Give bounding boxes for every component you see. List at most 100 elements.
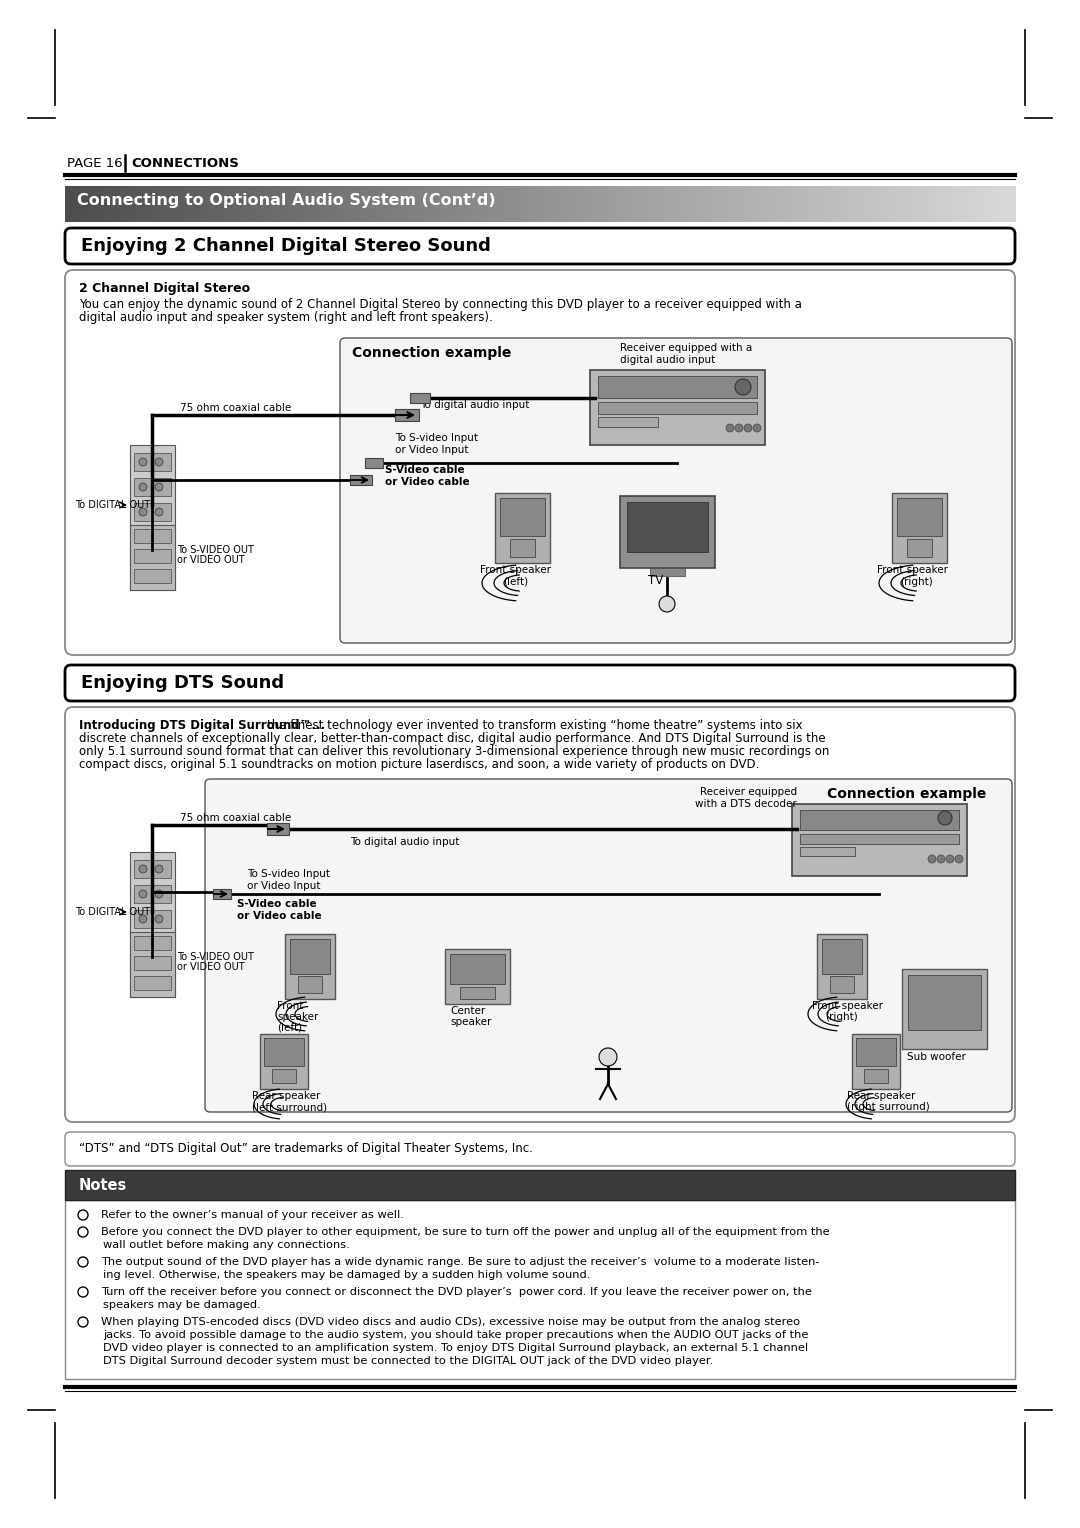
Bar: [906, 186, 912, 222]
Bar: [711, 186, 716, 222]
Bar: [991, 186, 997, 222]
Bar: [156, 186, 161, 222]
FancyBboxPatch shape: [205, 779, 1012, 1112]
Bar: [758, 186, 764, 222]
Bar: [330, 186, 336, 222]
Text: Sub woofer: Sub woofer: [907, 1051, 966, 1062]
Bar: [787, 186, 793, 222]
Bar: [800, 847, 855, 856]
Text: Rear speaker: Rear speaker: [252, 1091, 321, 1102]
Bar: [616, 186, 621, 222]
Text: Front speaker: Front speaker: [877, 565, 948, 575]
Bar: [792, 804, 967, 876]
Bar: [663, 186, 669, 222]
Circle shape: [753, 423, 761, 432]
Bar: [500, 498, 545, 536]
Text: only 5.1 surround sound format that can deliver this revolutionary 3-dimensional: only 5.1 surround sound format that can …: [79, 746, 829, 758]
Bar: [654, 186, 659, 222]
Bar: [627, 503, 708, 552]
Bar: [590, 370, 765, 445]
Bar: [901, 186, 906, 222]
Bar: [346, 186, 351, 222]
Text: S-Video cable: S-Video cable: [384, 465, 464, 475]
Bar: [843, 186, 849, 222]
Bar: [134, 503, 171, 521]
Circle shape: [744, 423, 752, 432]
Bar: [792, 186, 797, 222]
Bar: [944, 186, 949, 222]
Bar: [150, 186, 156, 222]
Bar: [374, 186, 379, 222]
Text: wall outlet before making any connections.: wall outlet before making any connection…: [103, 1241, 350, 1250]
Text: (right surround): (right surround): [847, 1102, 930, 1112]
Bar: [189, 186, 193, 222]
Circle shape: [139, 458, 147, 466]
Bar: [221, 186, 227, 222]
Text: or VIDEO OUT: or VIDEO OUT: [177, 555, 245, 565]
Bar: [502, 186, 508, 222]
Bar: [455, 186, 460, 222]
Bar: [134, 568, 171, 584]
Circle shape: [928, 856, 936, 863]
Bar: [217, 186, 222, 222]
Bar: [1001, 186, 1005, 222]
Bar: [184, 186, 189, 222]
Bar: [825, 186, 831, 222]
Bar: [449, 186, 455, 222]
Bar: [673, 186, 678, 222]
Bar: [829, 186, 835, 222]
Bar: [650, 568, 685, 576]
Text: Front speaker: Front speaker: [480, 565, 551, 575]
Bar: [483, 186, 488, 222]
Text: Receiver equipped with a: Receiver equipped with a: [620, 342, 753, 353]
Bar: [279, 186, 284, 222]
Bar: [103, 186, 108, 222]
Circle shape: [659, 596, 675, 613]
Bar: [141, 186, 146, 222]
Bar: [598, 402, 757, 414]
Text: jacks. To avoid possible damage to the audio system, you should take proper prec: jacks. To avoid possible damage to the a…: [103, 1329, 808, 1340]
Circle shape: [735, 423, 743, 432]
Text: or Video cable: or Video cable: [384, 477, 470, 487]
Text: (right): (right): [900, 578, 933, 587]
Bar: [977, 186, 982, 222]
Bar: [302, 186, 308, 222]
Bar: [134, 549, 171, 562]
Bar: [65, 186, 70, 222]
Bar: [726, 186, 730, 222]
Bar: [706, 186, 712, 222]
Bar: [544, 186, 550, 222]
Bar: [822, 940, 862, 973]
Bar: [134, 529, 171, 542]
Bar: [488, 186, 492, 222]
Bar: [464, 186, 469, 222]
Bar: [750, 186, 754, 222]
Bar: [550, 186, 555, 222]
Text: or Video Input: or Video Input: [395, 445, 469, 455]
Text: Turn off the receiver before you connect or disconnect the DVD player’s  power c: Turn off the receiver before you connect…: [102, 1287, 812, 1297]
Bar: [678, 186, 683, 222]
Bar: [203, 186, 208, 222]
Bar: [744, 186, 750, 222]
Circle shape: [139, 915, 147, 923]
Circle shape: [139, 865, 147, 872]
Bar: [540, 186, 545, 222]
FancyBboxPatch shape: [65, 665, 1015, 701]
Bar: [285, 934, 335, 999]
Bar: [611, 186, 617, 222]
Bar: [435, 186, 441, 222]
Bar: [369, 186, 375, 222]
Bar: [536, 186, 540, 222]
Bar: [687, 186, 692, 222]
Bar: [260, 186, 265, 222]
Bar: [473, 186, 478, 222]
Bar: [645, 186, 650, 222]
Bar: [692, 186, 698, 222]
Bar: [621, 186, 626, 222]
Bar: [291, 940, 330, 973]
Bar: [730, 186, 735, 222]
Text: To digital audio input: To digital audio input: [420, 400, 529, 410]
Text: Notes: Notes: [79, 1178, 127, 1193]
Bar: [856, 1038, 896, 1067]
Bar: [350, 475, 372, 484]
